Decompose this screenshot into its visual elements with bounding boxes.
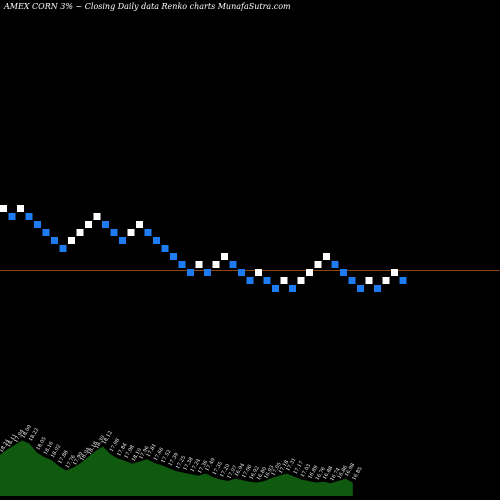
renko-brick-up <box>391 269 398 276</box>
renko-brick-up <box>212 261 220 268</box>
renko-brick-up <box>382 277 390 284</box>
renko-brick-up <box>221 253 228 260</box>
renko-brick-down <box>51 237 58 244</box>
volume-area-layer <box>0 440 353 496</box>
renko-brick-down <box>238 269 245 276</box>
renko-brick-up <box>365 277 373 284</box>
renko-brick-up <box>93 213 101 220</box>
renko-brick-down <box>374 285 381 292</box>
renko-brick-down <box>340 269 347 276</box>
renko-brick-down <box>263 277 271 284</box>
renko-brick-up <box>314 261 322 268</box>
renko-brick-down <box>399 277 407 284</box>
renko-brick-up <box>195 261 203 268</box>
volume-data-label: 18.24 <box>0 438 11 453</box>
renko-brick-up <box>323 253 330 260</box>
renko-brick-up <box>85 221 92 228</box>
renko-brick-up <box>68 237 75 244</box>
renko-brick-up <box>76 229 84 236</box>
renko-brick-down <box>229 261 237 268</box>
renko-brick-down <box>8 213 16 220</box>
renko-brick-up <box>297 277 305 284</box>
renko-brick-down <box>144 229 152 236</box>
renko-brick-down <box>153 237 160 244</box>
renko-brick-down <box>161 245 169 252</box>
renko-brick-down <box>59 245 67 252</box>
renko-brick-down <box>204 269 211 276</box>
renko-brick-up <box>306 269 313 276</box>
renko-brick-up <box>17 205 24 212</box>
renko-brick-up <box>255 269 262 276</box>
renko-brick-down <box>42 229 50 236</box>
renko-brick-down <box>246 277 254 284</box>
volume-area <box>0 440 353 496</box>
renko-brick-down <box>187 269 194 276</box>
renko-brick-down <box>34 221 41 228</box>
renko-brick-down <box>348 277 356 284</box>
renko-brick-down <box>102 221 109 228</box>
renko-brick-down <box>357 285 364 292</box>
renko-brick-up <box>0 205 7 212</box>
renko-brick-down <box>170 253 177 260</box>
renko-brick-up <box>136 221 143 228</box>
renko-brick-down <box>178 261 186 268</box>
renko-bricks-layer <box>0 205 407 292</box>
renko-brick-up <box>127 229 135 236</box>
renko-brick-up <box>280 277 288 284</box>
renko-brick-down <box>272 285 279 292</box>
renko-brick-down <box>289 285 296 292</box>
renko-brick-down <box>331 261 339 268</box>
renko-brick-down <box>25 213 33 220</box>
chart-title: AMEX CORN 3% ~ Closing Daily data Renko … <box>4 2 291 11</box>
renko-brick-down <box>110 229 118 236</box>
renko-brick-down <box>119 237 126 244</box>
